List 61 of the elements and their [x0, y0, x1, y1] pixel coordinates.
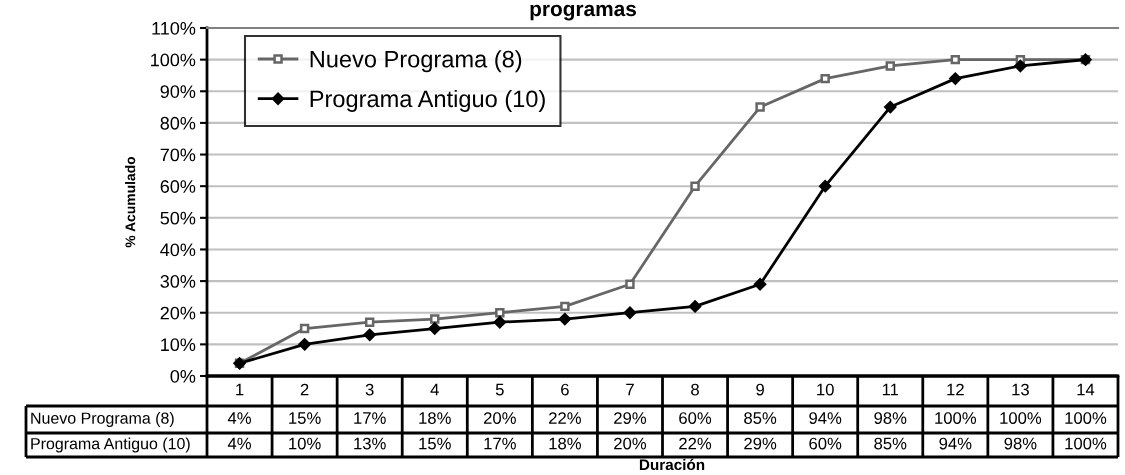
- data-label: 22%: [679, 437, 712, 450]
- x-tick-label: 13: [1012, 383, 1029, 396]
- data-label: 20%: [614, 437, 647, 450]
- data-label: 18%: [549, 437, 581, 450]
- data-label: 60%: [809, 437, 842, 450]
- data-label: 94%: [809, 412, 842, 424]
- x-tick-label: 2: [300, 383, 309, 396]
- x-tick-label: 7: [626, 383, 634, 396]
- y-axis-title: % Acumulado: [125, 156, 136, 248]
- text: Nuevo Programa (8): [31, 412, 174, 427]
- x-tick-label: 6: [561, 383, 569, 396]
- x-tick-label: 1: [236, 383, 244, 396]
- data-label: 100%: [1065, 412, 1107, 424]
- x-tick-label: 12: [947, 383, 964, 396]
- data-label: 13%: [354, 437, 386, 450]
- y-tick-label: 20%: [160, 306, 196, 320]
- data-label: 17%: [354, 412, 386, 424]
- y-tick-label: 40%: [160, 243, 196, 257]
- data-label: 29%: [744, 437, 777, 450]
- x-tick-label: 10: [817, 383, 834, 396]
- text: Programa Antiguo (10): [31, 437, 190, 453]
- x-tick-label: 14: [1077, 383, 1095, 396]
- data-label: 15%: [289, 412, 321, 424]
- data-label: 85%: [874, 437, 907, 450]
- x-tick-label: 3: [365, 383, 374, 396]
- y-tick-label: 0%: [170, 369, 196, 383]
- y-tick-label: 10%: [161, 338, 196, 352]
- legend-label: Programa Antiguo (10): [310, 89, 545, 112]
- y-tick-label: 30%: [160, 275, 196, 288]
- data-label: 98%: [874, 412, 907, 424]
- data-label: 20%: [483, 412, 516, 424]
- data-label: 4%: [227, 412, 251, 424]
- x-axis-title: Duración: [639, 458, 705, 471]
- data-label: 4%: [227, 437, 251, 450]
- data-label: 98%: [1004, 437, 1037, 450]
- y-tick-label: 50%: [160, 211, 196, 225]
- data-label: 22%: [549, 412, 581, 424]
- data-label: 100%: [1065, 437, 1107, 450]
- x-tick-label: 9: [756, 383, 764, 396]
- x-tick-label: 11: [882, 383, 899, 396]
- data-label: 18%: [419, 412, 451, 424]
- y-tick-label: 110%: [152, 21, 196, 35]
- x-tick-label: 5: [495, 383, 504, 396]
- legend-label: Nuevo Programa (8): [310, 50, 522, 73]
- x-tick-label: 8: [691, 383, 699, 396]
- chart-title: programas: [530, 4, 636, 21]
- data-label: 17%: [484, 437, 516, 450]
- data-label: 15%: [419, 437, 451, 450]
- data-label: 60%: [679, 412, 712, 424]
- y-tick-label: 70%: [160, 148, 196, 162]
- data-label: 85%: [744, 412, 777, 424]
- data-label: 10%: [289, 437, 321, 450]
- data-label: 29%: [614, 412, 647, 424]
- y-tick-label: 90%: [160, 85, 196, 98]
- data-label: 100%: [1000, 412, 1042, 424]
- x-tick-label: 4: [430, 383, 439, 396]
- data-label: 94%: [939, 437, 972, 450]
- y-tick-label: 60%: [160, 180, 196, 193]
- data-label: 100%: [935, 412, 977, 424]
- y-tick-label: 100%: [151, 53, 196, 67]
- y-tick-label: 80%: [160, 116, 196, 130]
